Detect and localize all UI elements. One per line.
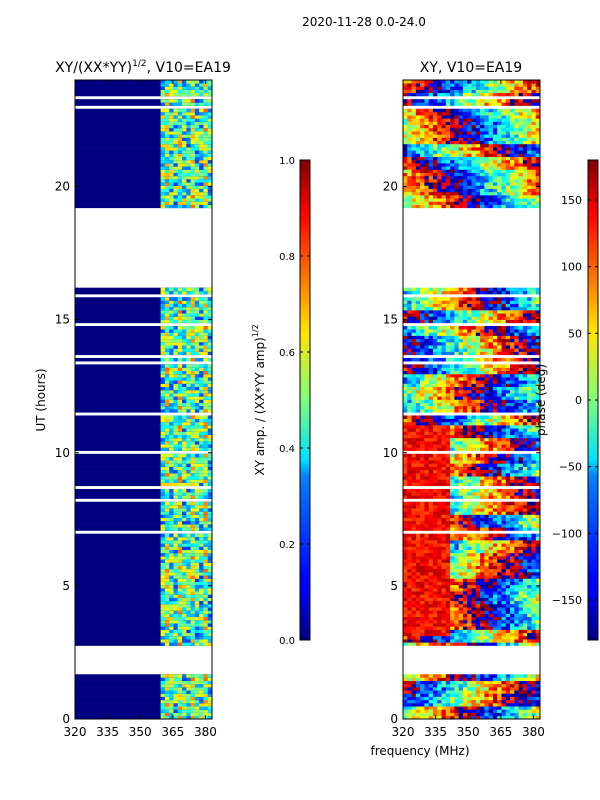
amplitude-colorbar-label-main: XY amp. / (XX*YY amp) <box>253 337 267 475</box>
x-tick-label: 320 <box>64 725 87 739</box>
x-tick-label: 350 <box>457 725 480 739</box>
amplitude-title-sup: 1/2 <box>132 59 146 69</box>
phase-colorbar: −150 −100 −50 0 50 100 150 phase (deg) <box>534 159 599 641</box>
y-tick-label: 0 <box>62 712 70 726</box>
colorbar-tick-label: 50 <box>568 327 582 340</box>
x-tick-label: 320 <box>392 725 415 739</box>
phase-plot-frame <box>402 79 541 720</box>
colorbar-tick-label: 0.0 <box>279 636 295 647</box>
figure-suptitle: 2020-11-28 0.0-24.0 <box>302 15 426 29</box>
y-tick-label: 0 <box>390 712 398 726</box>
y-tick-label: 5 <box>62 579 70 593</box>
y-tick-label: 10 <box>55 446 70 460</box>
y-tick-label: 15 <box>55 313 70 327</box>
amplitude-title-main: XY/(XX*YY) <box>55 60 132 76</box>
colorbar-tick-label: −100 <box>552 527 582 540</box>
colorbar-tick-label: 100 <box>561 261 582 274</box>
phase-colorbar-label: phase (deg) <box>534 364 548 436</box>
colorbar-tick-label: −50 <box>559 461 582 474</box>
x-tick-label: 350 <box>129 725 152 739</box>
amplitude-title-suffix: , V10=EA19 <box>147 60 231 76</box>
x-tick-label: 335 <box>424 725 447 739</box>
y-tick-label: 15 <box>383 313 398 327</box>
colorbar-tick-label: 0.6 <box>279 348 295 359</box>
amplitude-heatmap <box>75 80 212 719</box>
amplitude-colorbar-label: XY amp. / (XX*YY amp)1/2 <box>251 324 267 475</box>
phase-axis-ticks: 320 335 350 365 380 0 5 10 15 20 <box>383 80 545 739</box>
colorbar-tick-label: 0.4 <box>279 444 295 455</box>
amplitude-panel-title: XY/(XX*YY)1/2, V10=EA19 <box>55 59 231 76</box>
x-tick-label: 365 <box>489 725 512 739</box>
colorbar-tick-label: 1.0 <box>279 156 295 167</box>
y-tick-label: 10 <box>383 446 398 460</box>
amplitude-axis-ticks: 320 335 350 365 380 0 5 10 15 20 <box>55 80 217 739</box>
phase-panel: XY, V10=EA19 320 335 350 365 380 0 5 10 15 20 <box>383 60 545 739</box>
amplitude-plot-frame <box>74 79 213 720</box>
y-tick-label: 5 <box>390 579 398 593</box>
phase-colorbar-ticks: −150 −100 −50 0 50 100 150 <box>552 194 598 607</box>
colorbar-tick-label: −150 <box>552 594 582 607</box>
amplitude-colorbar-gradient <box>299 159 311 641</box>
x-tick-label: 380 <box>522 725 545 739</box>
amplitude-colorbar-ticks: 0.0 0.2 0.4 0.6 0.8 1.0 <box>279 156 310 647</box>
colorbar-tick-label: 0 <box>575 394 582 407</box>
x-tick-label: 365 <box>161 725 184 739</box>
amplitude-ylabel: UT (hours) <box>34 368 48 431</box>
shared-xlabel: frequency (MHz) <box>370 744 469 758</box>
x-tick-label: 335 <box>96 725 119 739</box>
colorbar-tick-label: 150 <box>561 194 582 207</box>
amplitude-colorbar-label-sup: 1/2 <box>251 324 260 337</box>
amplitude-ratio-panel: XY/(XX*YY)1/2, V10=EA19 320 335 350 365 380 0… <box>34 59 231 739</box>
y-tick-label: 20 <box>55 180 70 194</box>
x-tick-label: 380 <box>194 725 217 739</box>
colorbar-tick-label: 0.2 <box>279 540 295 551</box>
phase-heatmap <box>403 80 540 719</box>
y-tick-label: 20 <box>383 180 398 194</box>
phase-panel-title: XY, V10=EA19 <box>420 60 522 76</box>
amplitude-colorbar: 0.0 0.2 0.4 0.6 0.8 1.0 XY amp. / (XX*YY amp)… <box>251 156 311 647</box>
colorbar-tick-label: 0.8 <box>279 252 295 263</box>
